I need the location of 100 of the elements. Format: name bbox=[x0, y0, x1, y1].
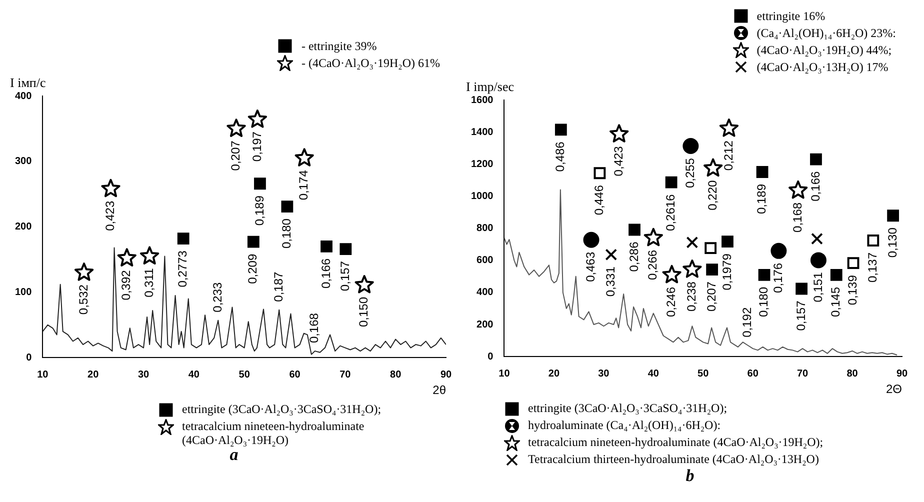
point bbox=[686, 236, 698, 248]
annotation: 0,192 bbox=[740, 307, 754, 338]
annotation: 0,197 bbox=[250, 131, 264, 162]
x-tick-label: 80 bbox=[390, 369, 402, 380]
text: tetracalcium nineteen-hydroaluminate (4CaO·Al₂O₃·19H₂O) bbox=[182, 419, 366, 447]
point bbox=[867, 234, 880, 246]
point bbox=[101, 178, 120, 198]
point bbox=[722, 236, 734, 248]
annotation: 0,463 bbox=[584, 252, 598, 282]
annotation: 0,157 bbox=[794, 300, 808, 331]
text: Tetracalcium thirteen-hydroaluminate (4CaO·Al₂O₃·13H₂O) bbox=[528, 452, 819, 466]
point bbox=[140, 246, 160, 265]
y-axis-title: I imp/sec bbox=[466, 78, 514, 94]
annotation: 0,180 bbox=[280, 218, 294, 249]
annotation: 0,2773 bbox=[176, 250, 190, 288]
y-tick-label: 400 bbox=[476, 287, 494, 298]
annotation: 0,311 bbox=[142, 268, 156, 298]
point bbox=[810, 252, 826, 268]
x-axis-title: 2Θ bbox=[886, 382, 902, 396]
point bbox=[248, 110, 268, 128]
annotation: 0,187 bbox=[271, 272, 286, 302]
annotation: 0,189 bbox=[754, 184, 769, 214]
point bbox=[610, 124, 629, 142]
y-tick-label: 300 bbox=[14, 156, 32, 168]
x-axis-title: 2θ bbox=[432, 383, 446, 398]
point bbox=[887, 210, 899, 222]
x-tick-label: 50 bbox=[238, 369, 250, 380]
point bbox=[583, 232, 600, 248]
point bbox=[605, 248, 618, 261]
annotation: 0,532 bbox=[76, 284, 90, 315]
point bbox=[340, 243, 352, 255]
annotation: 0,423 bbox=[611, 146, 626, 176]
annotation: 0,174 bbox=[296, 170, 311, 200]
y-tick-label: 1200 bbox=[470, 158, 494, 170]
point bbox=[756, 166, 768, 178]
annotation: 0,266 bbox=[646, 250, 660, 280]
legend-label: ettringite 16% bbox=[756, 8, 826, 24]
x-tick-label: 30 bbox=[138, 369, 150, 380]
legend-label: (4CaO·Al₂O₃·19H₂O) 44%; bbox=[756, 42, 892, 58]
annotation: 0,145 bbox=[828, 286, 843, 317]
point bbox=[704, 158, 723, 177]
point bbox=[682, 260, 702, 278]
point bbox=[796, 282, 808, 295]
text: b bbox=[684, 466, 696, 485]
annotation: 0,180 bbox=[756, 286, 771, 317]
x-tick-label: 20 bbox=[548, 368, 560, 380]
text: tetracalcium nineteen-hydroaluminate (4CaO·Al₂O₃·19H₂O); bbox=[528, 435, 824, 449]
y-tick-label: 0 bbox=[26, 352, 32, 364]
annotation: 0,423 bbox=[103, 200, 118, 231]
point bbox=[847, 257, 860, 270]
y-tick-label: 200 bbox=[476, 319, 494, 330]
x-tick-label: 10 bbox=[498, 368, 510, 380]
point bbox=[810, 153, 822, 166]
point bbox=[354, 275, 374, 294]
annotation: 0,137 bbox=[865, 252, 880, 283]
x-tick-label: 10 bbox=[37, 369, 49, 380]
point bbox=[247, 236, 260, 248]
annotation: 0,166 bbox=[318, 258, 333, 288]
annotation: 0,168 bbox=[307, 312, 322, 344]
point bbox=[254, 178, 266, 190]
point bbox=[706, 264, 718, 276]
point bbox=[788, 180, 808, 199]
point bbox=[682, 138, 699, 154]
annotation: 0,1979 bbox=[720, 253, 734, 290]
annotation: 0,130 bbox=[885, 227, 900, 258]
point bbox=[644, 228, 663, 246]
annotation: 0,212 bbox=[721, 140, 736, 171]
annotation: 0,233 bbox=[210, 282, 224, 312]
text: ettringite (3CaO·Al₂O₃·3CaSO₄·31H₂O); bbox=[528, 401, 728, 415]
point bbox=[758, 269, 770, 281]
point bbox=[177, 232, 190, 245]
point bbox=[811, 232, 823, 245]
y-axis-title: I імп/с bbox=[10, 74, 46, 90]
annotation: 0,331 bbox=[603, 266, 618, 297]
point bbox=[117, 248, 136, 266]
annotation: 0,209 bbox=[246, 254, 260, 284]
annotation: 0,157 bbox=[338, 260, 352, 292]
annotation: 0,168 bbox=[790, 202, 804, 232]
point bbox=[294, 148, 314, 166]
y-tick-label: 400 bbox=[14, 90, 32, 102]
text: hydroaluminate (Ca₄·Al₂(OH)₁₄·6H₂O): bbox=[528, 418, 721, 432]
point bbox=[830, 269, 842, 281]
y-tick-label: 600 bbox=[476, 255, 494, 266]
x-tick-label: 80 bbox=[846, 368, 858, 380]
annotation: 0,150 bbox=[356, 296, 371, 328]
point bbox=[554, 124, 567, 136]
text: a bbox=[230, 445, 238, 464]
x-tick-label: 70 bbox=[797, 368, 809, 380]
annotation: 0,286 bbox=[626, 241, 641, 272]
annotation: 0,176 bbox=[771, 262, 786, 293]
legend-label: - ettringite 39% bbox=[301, 38, 377, 54]
legend-label: - (4CaO·Al₂O₃·19H₂O) 61% bbox=[301, 56, 440, 70]
y-tick-label: 200 bbox=[14, 222, 32, 233]
point bbox=[320, 240, 332, 252]
x-tick-label: 50 bbox=[698, 368, 710, 380]
annotation: 0,246 bbox=[664, 286, 678, 317]
annotation: 0,238 bbox=[684, 281, 698, 312]
annotation: 0,392 bbox=[119, 270, 134, 300]
annotation: 0,255 bbox=[683, 158, 698, 188]
annotation: 0,139 bbox=[846, 274, 860, 306]
